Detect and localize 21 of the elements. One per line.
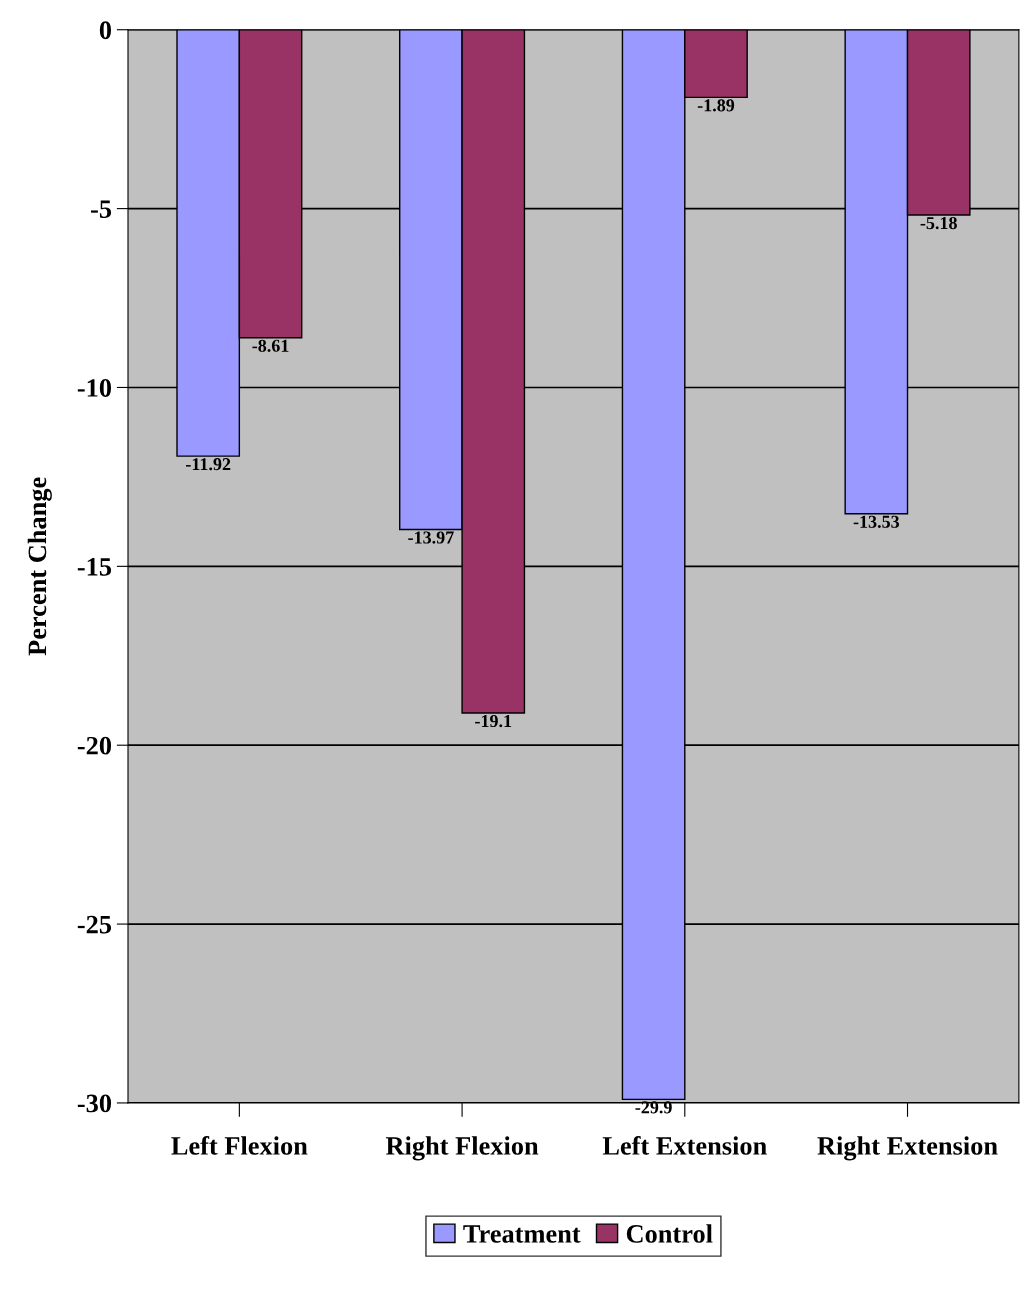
y-tick-label: -25	[77, 915, 112, 934]
data-label: -19.1	[475, 714, 512, 728]
data-label: -11.92	[186, 458, 231, 471]
data-label: -5.18	[920, 216, 957, 230]
legend-label: Treatment	[463, 1225, 581, 1243]
y-tick-label: -30	[77, 1094, 112, 1113]
x-tick-label: Left Extension	[602, 1135, 767, 1155]
data-label: -13.53	[853, 515, 900, 528]
x-tick-label: Left Flexion	[171, 1135, 308, 1155]
x-tick-label: Right Extension	[817, 1136, 998, 1161]
y-axis-title: Percent Change	[27, 477, 52, 656]
y-tick-label: -5	[91, 200, 112, 219]
data-label: -1.89	[697, 99, 735, 112]
data-label: -8.61	[252, 339, 289, 352]
y-tick-label: 0	[99, 21, 112, 40]
y-tick-label: -10	[77, 379, 112, 397]
y-tick-label: -15	[77, 558, 112, 576]
y-tick-label: -20	[77, 736, 112, 755]
x-tick-label: Right Flexion	[385, 1136, 539, 1161]
legend-label: Control	[626, 1224, 713, 1243]
data-label: -13.97	[408, 531, 454, 544]
